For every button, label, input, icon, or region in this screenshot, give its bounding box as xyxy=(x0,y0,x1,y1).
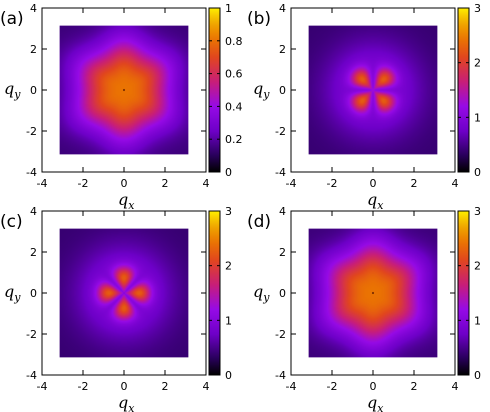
y-tick-label: 4 xyxy=(279,205,286,218)
y-tick-label: -2 xyxy=(275,328,286,341)
y-tick-label: -4 xyxy=(26,369,37,382)
heatmap-image xyxy=(59,228,189,358)
x-tick-label: 0 xyxy=(121,177,128,190)
colorbar-tick-label: 1 xyxy=(474,111,481,124)
panel-label: (a) xyxy=(0,9,24,29)
panel-b: -4 -2 0 2 4 -4 -2 0 2 4 qx qy (b) 0 1 2 3 xyxy=(247,2,481,212)
colorbar-tick-label: 0 xyxy=(474,166,481,179)
panel-c: -4 -2 0 2 4 -4 -2 0 2 4 qx qy (c) 0 1 2 3 xyxy=(0,205,232,412)
center-point xyxy=(122,88,126,92)
x-axis-label: qx xyxy=(118,393,135,412)
x-tick-label: -4 xyxy=(286,177,297,190)
colorbar-tick-label: 0 xyxy=(474,369,481,382)
x-tick-label: 4 xyxy=(203,380,210,393)
x-tick-label: -4 xyxy=(37,380,48,393)
colorbar-tick-label: 3 xyxy=(474,2,481,15)
y-tick-label: 2 xyxy=(30,246,37,259)
x-tick-label: 4 xyxy=(452,177,459,190)
y-tick-label: 4 xyxy=(30,2,37,15)
y-tick-label: 2 xyxy=(279,43,286,56)
colorbar-tick-label: 0 xyxy=(225,369,232,382)
y-axis-label: qy xyxy=(4,79,21,101)
x-axis-label: qx xyxy=(367,393,384,412)
x-tick-label: 0 xyxy=(370,177,377,190)
y-tick-label: -4 xyxy=(275,166,286,179)
x-tick-label: 4 xyxy=(452,380,459,393)
y-tick-label: 2 xyxy=(30,43,37,56)
panel-label: (c) xyxy=(0,212,23,232)
x-tick-label: -2 xyxy=(78,380,89,393)
y-tick-label: 4 xyxy=(279,2,286,15)
x-axis-label: qx xyxy=(367,190,384,212)
panel-a: -4 -2 0 2 4 -4 -2 0 2 4 qx qy (a) 0 0.2 0.4 0.6 0.8 1 xyxy=(0,2,243,212)
colorbar xyxy=(208,7,221,173)
x-tick-label: -2 xyxy=(327,177,338,190)
y-tick-label: 0 xyxy=(30,84,37,97)
y-tick-label: 2 xyxy=(279,246,286,259)
y-tick-label: 0 xyxy=(279,84,286,97)
colorbar xyxy=(457,7,470,173)
colorbar-tick-label: 2 xyxy=(474,57,481,70)
y-tick-label: -2 xyxy=(275,125,286,138)
x-axis-label: qx xyxy=(118,190,135,212)
colorbar-tick-label: 1 xyxy=(225,314,232,327)
y-axis-label: qy xyxy=(253,79,270,101)
x-tick-label: 0 xyxy=(370,380,377,393)
y-tick-label: 4 xyxy=(30,205,37,218)
colorbar-tick-label: 0.4 xyxy=(225,100,243,113)
center-point xyxy=(371,291,375,295)
x-tick-label: 4 xyxy=(203,177,210,190)
colorbar-tick-label: 1 xyxy=(225,2,232,15)
colorbar-tick-label: 3 xyxy=(474,205,481,218)
panel-label: (b) xyxy=(247,9,271,29)
y-tick-label: -2 xyxy=(26,125,37,138)
y-tick-label: 0 xyxy=(279,287,286,300)
x-tick-label: 2 xyxy=(411,380,418,393)
colorbar-tick-label: 1 xyxy=(474,314,481,327)
x-tick-label: 2 xyxy=(162,380,169,393)
y-tick-label: -2 xyxy=(26,328,37,341)
x-tick-label: 2 xyxy=(411,177,418,190)
colorbar-tick-label: 2 xyxy=(225,260,232,273)
x-tick-label: 2 xyxy=(162,177,169,190)
y-axis-label: qy xyxy=(4,282,21,304)
x-tick-label: -2 xyxy=(78,177,89,190)
x-tick-label: -4 xyxy=(37,177,48,190)
heatmap-image xyxy=(308,25,438,155)
colorbar-tick-label: 0 xyxy=(225,166,232,179)
colorbar-tick-label: 0.6 xyxy=(225,68,243,81)
y-tick-label: 0 xyxy=(30,287,37,300)
y-tick-label: -4 xyxy=(26,166,37,179)
colorbar-tick-label: 2 xyxy=(474,260,481,273)
panel-label: (d) xyxy=(247,212,271,232)
colorbar-tick-label: 0.2 xyxy=(225,133,243,146)
y-axis-label: qy xyxy=(253,282,270,304)
x-tick-label: -2 xyxy=(327,380,338,393)
colorbar-tick-label: 0.8 xyxy=(225,35,243,48)
colorbar-tick-label: 3 xyxy=(225,205,232,218)
x-tick-label: 0 xyxy=(121,380,128,393)
x-tick-label: -4 xyxy=(286,380,297,393)
colorbar xyxy=(457,210,470,376)
panel-d: -4 -2 0 2 4 -4 -2 0 2 4 qx qy (d) 0 1 2 3 xyxy=(247,205,481,412)
y-tick-label: -4 xyxy=(275,369,286,382)
colorbar xyxy=(208,210,221,376)
